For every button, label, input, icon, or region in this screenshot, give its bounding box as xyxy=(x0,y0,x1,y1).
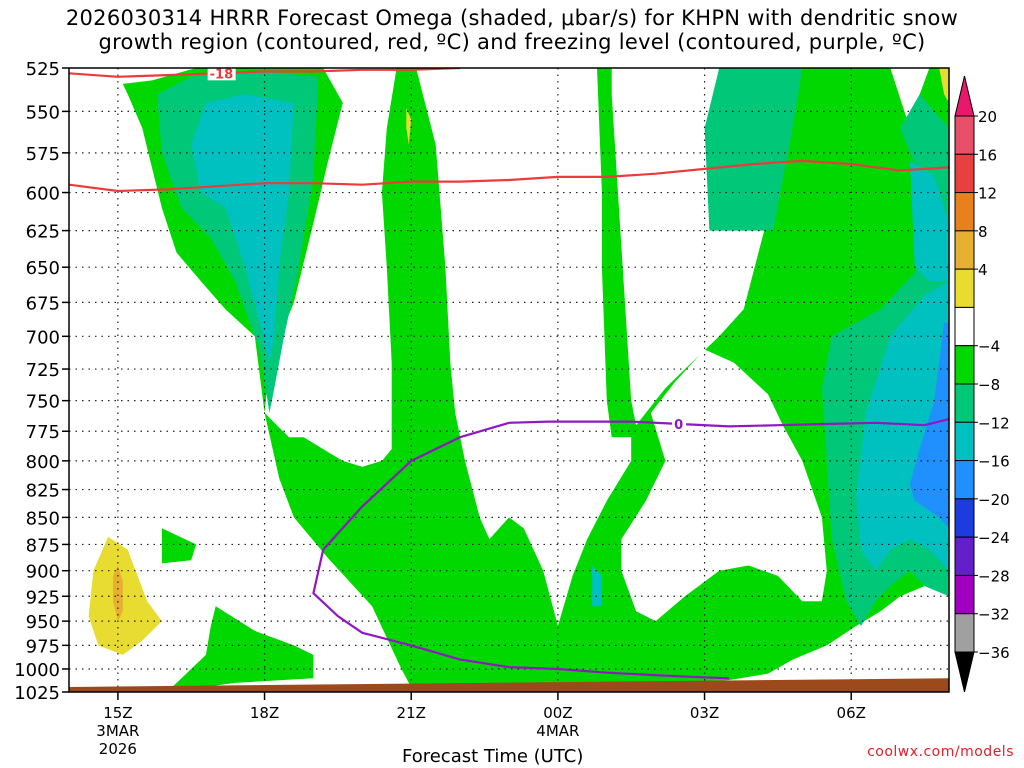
colorbar: 20 16 12 8 4 −4 −8 −12 −16 −20 −24 −28 −32 −36 xyxy=(954,75,1010,693)
colorbar-segment-9 xyxy=(954,421,975,462)
y-tick-label-850: 850 xyxy=(26,508,60,529)
x-tick-label-03Z: 03Z xyxy=(690,704,719,722)
grid-layer xyxy=(69,68,949,692)
y-axis: 525 550 575 600 625 650 675 700 725 750 775 800 825 8… xyxy=(14,59,69,704)
colorbar-segment-5 xyxy=(954,268,975,308)
colorbar-label-7: −12 xyxy=(978,414,1010,432)
contour-line-1 xyxy=(69,68,461,78)
contour-line-2 xyxy=(69,159,949,193)
y-tick-label-575: 575 xyxy=(26,144,60,165)
omega-region-14 xyxy=(113,565,123,622)
omega-region-2 xyxy=(161,528,197,564)
omega-region-5 xyxy=(191,94,294,363)
y-tick-label-750: 750 xyxy=(26,392,60,413)
omega-region-3 xyxy=(166,606,314,692)
colorbar-label-10: −24 xyxy=(978,529,1010,547)
contour-label-3: 0 xyxy=(674,418,683,433)
contour-line-3 xyxy=(312,418,949,680)
colorbar-segment-6 xyxy=(954,306,975,347)
y-tick-label-800: 800 xyxy=(26,452,60,473)
terrain-layer xyxy=(69,678,949,692)
y-tick-label-675: 675 xyxy=(26,293,60,314)
y-tick-label-925: 925 xyxy=(26,587,60,608)
contour-label-bg-3 xyxy=(672,415,687,431)
omega-region-13 xyxy=(88,536,162,655)
colorbar-segment-14 xyxy=(954,613,975,653)
colorbar-segment-13 xyxy=(954,574,975,615)
colorbar-label-9: −20 xyxy=(978,491,1010,509)
colorbar-segment-7 xyxy=(954,345,975,385)
contour-label-1: -18 xyxy=(210,67,234,82)
colorbar-segment-12 xyxy=(954,536,975,576)
terrain-ground xyxy=(69,678,949,692)
colorbar-segment-11 xyxy=(954,498,975,538)
colorbar-segment-4 xyxy=(954,230,975,270)
x-axis-label: Forecast Time (UTC) xyxy=(402,746,584,767)
y-tick-label-600: 600 xyxy=(26,184,60,205)
colorbar-segment-10 xyxy=(954,460,975,500)
plot-frame xyxy=(68,67,950,693)
x-tick-label-06Z: 06Z xyxy=(837,704,866,722)
chart-title-line-1: 2026030314 HRRR Forecast Omega (shaded, … xyxy=(65,6,959,30)
x-tick-label-00Z: 00Z xyxy=(543,704,572,722)
contour-layer: -18 0 xyxy=(69,67,949,680)
colorbar-segment-1 xyxy=(954,115,975,155)
omega-region-16 xyxy=(939,68,949,103)
x-tick-sublabel-4MAR: 4MAR xyxy=(536,722,579,740)
x-tick-label-21Z: 21Z xyxy=(397,704,426,722)
y-tick-label-1025: 1025 xyxy=(14,683,60,704)
credit-text: coolwx.com/models xyxy=(867,744,1014,760)
omega-region-6 xyxy=(704,68,803,231)
x-tick-sublabel-2026: 2026 xyxy=(99,740,137,758)
colorbar-label-1: 16 xyxy=(978,146,997,164)
y-tick-label-950: 950 xyxy=(26,612,60,633)
y-tick-label-650: 650 xyxy=(26,258,60,279)
y-tick-label-725: 725 xyxy=(26,360,60,381)
omega-region-11 xyxy=(909,322,949,529)
colorbar-segment-8 xyxy=(954,383,975,423)
colorbar-label-13: −36 xyxy=(978,644,1010,662)
x-tick-label-18Z: 18Z xyxy=(250,704,279,722)
y-tick-label-775: 775 xyxy=(26,422,60,443)
y-tick-label-625: 625 xyxy=(26,222,60,243)
y-tick-label-700: 700 xyxy=(26,327,60,348)
x-tick-label-15Z: 15Z xyxy=(103,704,132,722)
y-tick-label-975: 975 xyxy=(26,636,60,657)
colorbar-label-4: 4 xyxy=(978,261,988,279)
colorbar-segment-2 xyxy=(954,153,975,194)
y-tick-label-825: 825 xyxy=(26,481,60,502)
chart-title-line-2: growth region (contoured, red, ºC) and f… xyxy=(98,30,926,54)
y-tick-label-550: 550 xyxy=(26,102,60,123)
chart-title: 2026030314 HRRR Forecast Omega (shaded, … xyxy=(0,6,1024,54)
colorbar-label-6: −8 xyxy=(978,376,1000,394)
omega-region-15 xyxy=(406,108,412,145)
colorbar-label-8: −16 xyxy=(978,453,1010,471)
y-tick-label-875: 875 xyxy=(26,535,60,556)
omega-shading-layer xyxy=(88,68,949,692)
colorbar-label-5: −4 xyxy=(978,338,1000,356)
y-tick-label-525: 525 xyxy=(26,59,60,80)
colorbar-top-arrow xyxy=(954,75,975,117)
omega-region-12 xyxy=(592,565,602,607)
contour-label-bg-1 xyxy=(207,68,236,81)
y-tick-label-1000: 1000 xyxy=(14,660,60,681)
colorbar-label-3: 8 xyxy=(978,223,988,241)
colorbar-label-2: 12 xyxy=(978,185,997,203)
colorbar-label-0: 20 xyxy=(978,108,997,126)
colorbar-bottom-arrow xyxy=(954,651,975,693)
colorbar-label-11: −28 xyxy=(978,567,1010,585)
colorbar-segment-3 xyxy=(954,192,975,232)
omega-region-10 xyxy=(909,160,949,282)
colorbar-label-12: −32 xyxy=(978,606,1010,624)
y-tick-label-900: 900 xyxy=(26,562,60,583)
x-tick-sublabel-3MAR: 3MAR xyxy=(96,722,139,740)
